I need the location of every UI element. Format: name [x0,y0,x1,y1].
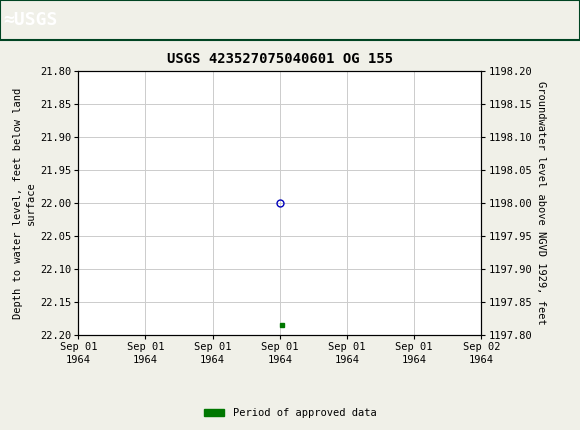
Legend: Period of approved data: Period of approved data [200,404,380,423]
Text: ≈USGS: ≈USGS [3,11,57,29]
Title: USGS 423527075040601 OG 155: USGS 423527075040601 OG 155 [167,52,393,66]
Y-axis label: Groundwater level above NGVD 1929, feet: Groundwater level above NGVD 1929, feet [536,81,546,325]
Y-axis label: Depth to water level, feet below land
surface: Depth to water level, feet below land su… [13,88,36,319]
